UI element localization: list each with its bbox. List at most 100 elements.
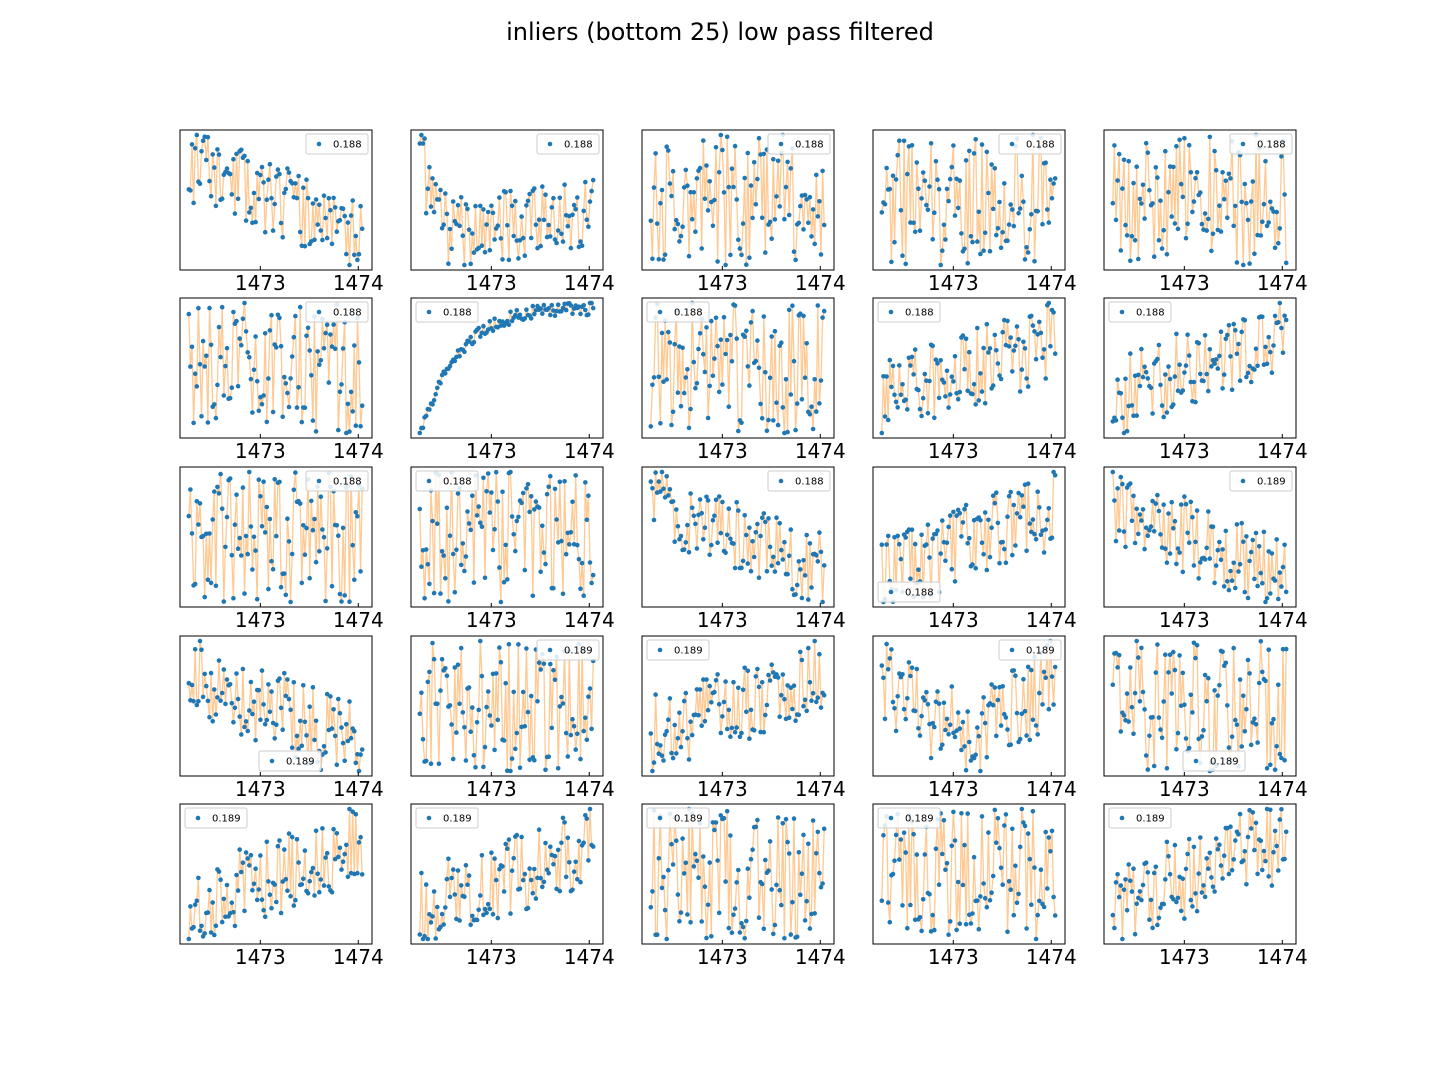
data-point [707, 383, 712, 389]
data-point [444, 673, 450, 679]
data-point [1006, 222, 1012, 227]
data-point [895, 405, 900, 410]
data-point [1120, 936, 1125, 942]
data-point [737, 734, 743, 740]
data-point [305, 325, 311, 331]
data-point [339, 867, 344, 872]
data-point [658, 489, 663, 494]
legend-box [646, 301, 710, 323]
data-point [650, 486, 655, 491]
data-point [1147, 733, 1152, 739]
data-point [793, 257, 798, 263]
data-point [814, 699, 819, 705]
legend-box [998, 133, 1062, 155]
data-point [734, 500, 739, 505]
data-point [661, 874, 666, 880]
data-point [879, 663, 885, 668]
data-point [524, 486, 529, 491]
data-point [1048, 177, 1053, 182]
data-point [476, 907, 482, 913]
data-point [540, 523, 545, 529]
axes-frame [872, 129, 1066, 271]
data-point [538, 667, 543, 672]
data-point [938, 262, 943, 268]
data-point [756, 915, 762, 920]
data-point [208, 670, 214, 676]
data-point [736, 867, 741, 873]
data-point [557, 888, 563, 894]
data-point [543, 840, 548, 846]
data-point [1276, 240, 1281, 246]
data-point [1250, 537, 1256, 543]
data-point [589, 188, 594, 194]
data-point [428, 920, 434, 925]
data-point [1178, 908, 1184, 914]
data-point [248, 205, 254, 211]
data-point [557, 704, 563, 709]
data-point [1029, 212, 1034, 217]
data-point [683, 540, 689, 545]
data-point [1193, 399, 1198, 405]
data-point [772, 922, 778, 928]
legend: 0.189 [998, 639, 1062, 661]
data-point [245, 350, 250, 355]
legend-box [998, 639, 1062, 661]
data-point [946, 732, 951, 737]
data-point [336, 696, 341, 702]
data-point [1025, 384, 1031, 389]
data-point [568, 732, 574, 738]
data-point [1217, 539, 1222, 545]
data-point [1233, 585, 1238, 591]
data-point [943, 394, 948, 399]
data-point [1134, 901, 1139, 907]
data-point [513, 312, 518, 318]
data-point [995, 361, 1001, 366]
data-point [549, 725, 555, 731]
data-point [528, 235, 534, 241]
data-point [791, 816, 797, 821]
data-point [1191, 379, 1197, 385]
data-point [548, 661, 553, 667]
data-point [990, 873, 996, 879]
data-point [998, 723, 1004, 728]
data-point [1155, 356, 1160, 362]
legend: 0.189 [415, 807, 479, 829]
data-point [264, 839, 270, 845]
data-point [1161, 901, 1166, 907]
data-point [943, 727, 948, 733]
x-tick-label: 1473 [928, 439, 979, 463]
data-point [495, 717, 501, 723]
data-point [332, 346, 338, 352]
data-point [713, 820, 719, 825]
data-point [761, 151, 767, 157]
data-point [812, 638, 817, 644]
data-point [1051, 702, 1056, 707]
data-point [1234, 260, 1240, 265]
data-point [296, 385, 301, 390]
data-point [704, 494, 709, 500]
data-point [1180, 194, 1186, 200]
data-point [1206, 675, 1211, 681]
data-point [508, 911, 513, 916]
data-point [1212, 688, 1217, 693]
data-point [337, 591, 343, 597]
data-point [882, 716, 888, 722]
data-point [1000, 539, 1005, 545]
data-point [651, 517, 657, 523]
data-point [567, 860, 572, 865]
data-point [1046, 506, 1052, 511]
data-point [312, 516, 317, 522]
data-point [897, 363, 902, 368]
data-point [438, 924, 443, 930]
data-point [345, 220, 351, 225]
legend-marker [888, 309, 894, 315]
data-point [693, 385, 698, 391]
data-point [967, 349, 972, 355]
data-point [790, 586, 795, 592]
data-point [1033, 723, 1039, 728]
data-point [796, 559, 802, 564]
legend-label: 0.189 [1026, 646, 1055, 657]
data-point [995, 816, 1001, 821]
data-point [447, 703, 453, 708]
